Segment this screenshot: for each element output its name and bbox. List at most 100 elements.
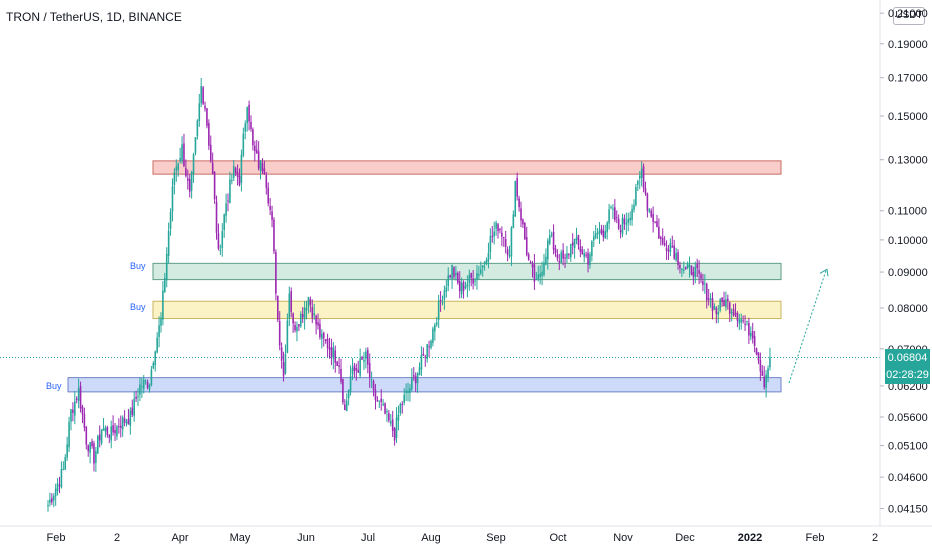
- candle-body: [294, 325, 296, 331]
- candle-body: [723, 299, 725, 306]
- candle-body: [476, 273, 478, 280]
- candle-body: [434, 324, 436, 332]
- candle-body: [577, 234, 580, 246]
- candle-body: [112, 425, 114, 433]
- candle-body: [301, 314, 304, 318]
- candle-body: [208, 123, 210, 146]
- candle-body: [83, 413, 86, 428]
- candle-body: [481, 265, 484, 269]
- candle-body: [504, 238, 507, 248]
- candle-body: [765, 374, 767, 388]
- currency-button[interactable]: USDT: [893, 7, 925, 25]
- candle-body: [389, 421, 392, 424]
- candle-body: [324, 339, 327, 341]
- zone-rect-4[interactable]: [67, 377, 782, 393]
- candle-body: [58, 485, 61, 487]
- zone-rect-1[interactable]: [152, 160, 782, 175]
- candle-body: [365, 351, 367, 359]
- candle-body: [732, 309, 735, 316]
- y-tick-label-12: 0.05100: [888, 441, 928, 453]
- candle-body: [640, 168, 643, 178]
- candle-body: [211, 162, 214, 174]
- candle-body: [422, 353, 425, 356]
- candle-body: [679, 264, 681, 269]
- y-tick-label-8: 0.08000: [888, 303, 928, 315]
- candle-body: [621, 217, 624, 235]
- candle-body: [443, 290, 446, 300]
- candle-body: [123, 418, 126, 423]
- candle-body: [98, 434, 101, 441]
- candle-body: [261, 163, 264, 172]
- candle-body: [62, 469, 65, 471]
- candle-body: [351, 367, 354, 375]
- candle-body: [114, 430, 116, 434]
- candle-body: [661, 238, 664, 244]
- candle-body: [156, 337, 158, 353]
- candle-body: [190, 171, 193, 191]
- candle-body: [537, 274, 540, 280]
- candle-body: [591, 241, 593, 257]
- candle-body: [430, 340, 432, 348]
- candle-body: [489, 236, 492, 253]
- candle-body: [361, 356, 363, 360]
- candle-body: [96, 436, 99, 454]
- candle-body: [506, 249, 509, 256]
- candle-body: [277, 295, 279, 320]
- projection-arrowhead: [819, 268, 829, 277]
- x-tick-label-2: Apr: [171, 532, 188, 544]
- candle-body: [269, 206, 271, 210]
- candle-body: [698, 270, 700, 274]
- candle-body: [462, 282, 465, 291]
- candle-body: [409, 388, 411, 394]
- candle-body: [426, 344, 428, 359]
- candle-body: [501, 232, 503, 237]
- candle-body: [606, 222, 608, 233]
- candle-body: [487, 253, 490, 262]
- candle-body: [56, 483, 59, 491]
- candle-body: [64, 457, 67, 470]
- candle-body: [384, 403, 386, 414]
- candle-body: [255, 149, 258, 154]
- candle-body: [727, 298, 729, 302]
- candle-body: [206, 108, 208, 126]
- candle-body: [77, 388, 80, 401]
- zone-rect-3[interactable]: [152, 300, 782, 320]
- candle-body: [169, 212, 172, 229]
- candle-body: [717, 312, 720, 315]
- candle-body: [761, 370, 764, 376]
- candle-body: [104, 427, 107, 432]
- x-tick-label-10: Dec: [675, 532, 695, 544]
- candle-body: [60, 469, 63, 488]
- candle-body: [558, 260, 561, 263]
- y-tick-label-13: 0.04600: [888, 472, 928, 484]
- candle-body: [468, 274, 471, 283]
- candle-body: [116, 426, 118, 437]
- candle-body: [491, 235, 494, 237]
- candle-body: [225, 203, 227, 216]
- candle-body: [617, 218, 620, 229]
- candle-body: [533, 264, 536, 282]
- candle-body: [637, 181, 639, 185]
- y-tick-label-11: 0.05600: [888, 412, 928, 424]
- candle-body: [682, 269, 685, 271]
- candle-body: [767, 368, 769, 378]
- candle-body: [753, 336, 756, 346]
- candle-body: [441, 302, 444, 304]
- candle-body: [478, 274, 480, 276]
- candle-body: [72, 409, 74, 413]
- candle-body: [686, 264, 689, 269]
- candle-body: [74, 401, 76, 416]
- candle-body: [757, 352, 760, 361]
- candle-body: [700, 274, 702, 279]
- candle-body: [85, 426, 88, 445]
- candle-body: [725, 299, 727, 308]
- candle-body: [186, 178, 189, 181]
- y-tick-label-1: 0.19000: [888, 39, 928, 51]
- candle-body: [91, 441, 93, 447]
- candle-body: [252, 129, 254, 146]
- y-tick-label-3: 0.15000: [888, 111, 928, 123]
- candle-body: [229, 179, 231, 204]
- candle-body: [644, 187, 647, 194]
- candle-body: [451, 265, 453, 280]
